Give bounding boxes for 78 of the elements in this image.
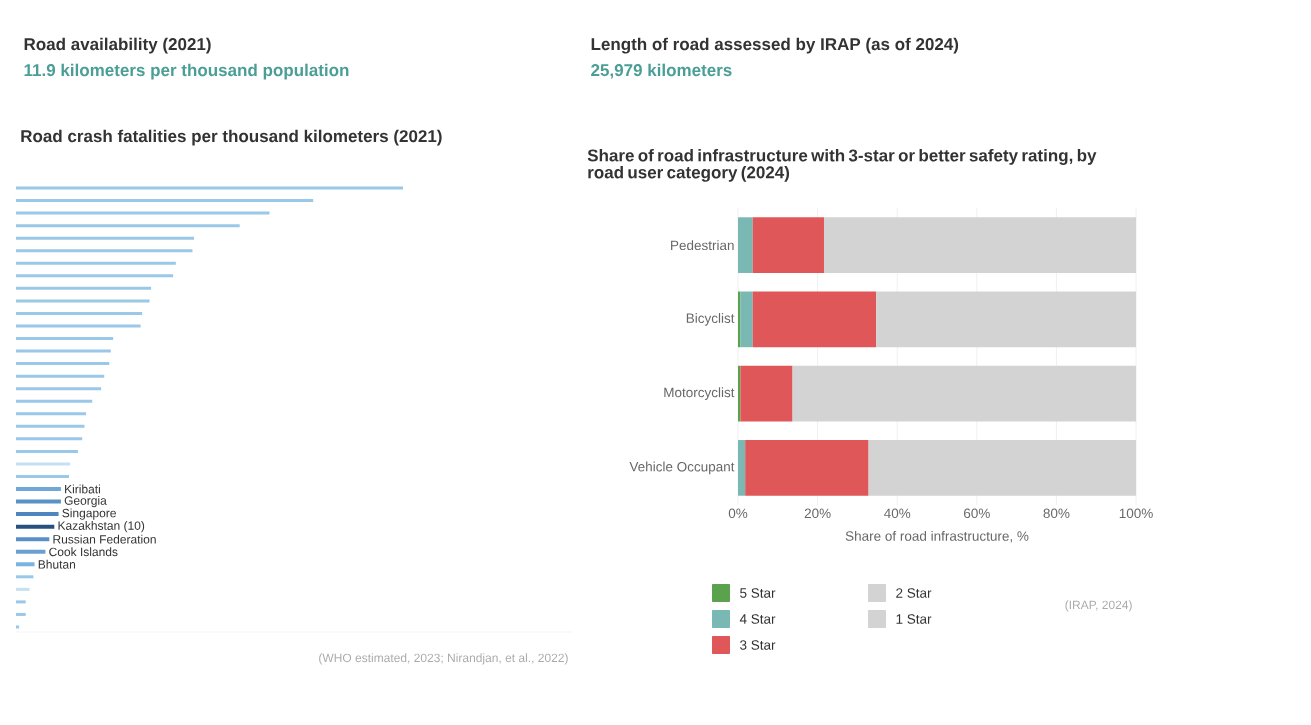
bar <box>16 387 102 391</box>
bar <box>16 236 195 240</box>
bar <box>16 224 240 228</box>
bar <box>16 600 26 604</box>
y-tick-label: Vehicle Occupant <box>629 461 735 475</box>
bar <box>16 537 50 542</box>
bar <box>745 440 869 496</box>
text: 11.9 kilometers per thousand population <box>24 63 349 80</box>
bar <box>16 499 61 504</box>
bar <box>16 512 59 517</box>
bar <box>16 424 85 428</box>
legend-label: 3 Star <box>740 640 776 650</box>
bar <box>823 217 1137 273</box>
bar <box>752 217 824 273</box>
legend-label: 1 Star <box>896 614 932 624</box>
bar <box>740 291 753 348</box>
chart-title: Road crash fatalities per thousand kilometers (2021) <box>21 129 442 146</box>
text: Road availability (2021) <box>24 37 211 54</box>
bar <box>16 311 143 315</box>
y-tick-label: Bicyclist <box>686 313 735 326</box>
bar <box>16 449 78 453</box>
bar <box>16 625 20 629</box>
x-tick-label: 20% <box>804 508 831 519</box>
chart-title: Share of road infrastructure with 3-star or better safety rating, by road user category (2024) <box>587 148 1097 182</box>
x-tick-label: 60% <box>964 508 990 519</box>
bar <box>16 474 70 478</box>
x-tick-label: 40% <box>884 508 911 519</box>
text: (IRAP, 2024) <box>1065 600 1132 612</box>
bar <box>16 337 114 341</box>
bar <box>16 186 404 190</box>
bar <box>16 562 35 567</box>
bar <box>16 261 176 265</box>
text: (WHO estimated, 2023; Nirandjan, et al., 2022) <box>319 653 568 665</box>
bar <box>16 587 30 591</box>
bar <box>16 286 152 290</box>
bar <box>792 365 1137 422</box>
bar <box>16 362 110 366</box>
bar <box>738 217 753 273</box>
bar <box>16 249 193 253</box>
bar <box>16 462 71 466</box>
bar <box>16 399 93 403</box>
y-tick-label: Motorcyclist <box>664 387 735 400</box>
text: Length of road assessed by IRAP (as of 2024) <box>591 37 959 54</box>
legend-label: 4 Star <box>739 614 776 624</box>
x-tick-label: 80% <box>1043 508 1070 519</box>
bar <box>16 549 46 554</box>
x-axis-title: Share of road infrastructure, % <box>845 530 1029 543</box>
bar <box>16 349 111 353</box>
y-tick-label: Singapore <box>62 508 116 520</box>
y-tick-label: Kazakhstan (10) <box>58 521 145 533</box>
bar <box>740 365 793 422</box>
y-tick-label: Georgia <box>64 495 107 508</box>
bar <box>738 440 746 496</box>
bar <box>752 291 877 348</box>
bar <box>16 575 34 579</box>
legend-label: 2 Star <box>896 588 932 598</box>
bar <box>16 199 314 203</box>
y-tick-label: Cook Islands <box>49 547 118 557</box>
bar <box>16 211 270 215</box>
bar <box>16 437 83 441</box>
y-tick-label: Pedestrian <box>671 240 734 251</box>
bar <box>868 440 1137 496</box>
bar <box>16 274 174 278</box>
bar <box>876 291 1137 348</box>
y-tick-label: Kiribati <box>65 484 100 494</box>
bar <box>16 324 141 328</box>
legend-label: 5 Star <box>740 588 776 598</box>
y-tick-label: Russian Federation <box>53 534 156 544</box>
bar <box>16 612 26 616</box>
x-tick-label: 100% <box>1119 508 1153 519</box>
text: 25,979 kilometers <box>591 63 732 79</box>
x-tick-label: 0% <box>728 508 748 519</box>
bar <box>16 299 150 303</box>
bar <box>16 487 61 492</box>
y-tick-label: Bhutan <box>38 559 76 569</box>
bar <box>16 374 105 378</box>
bar <box>16 524 55 529</box>
bar <box>16 412 87 416</box>
